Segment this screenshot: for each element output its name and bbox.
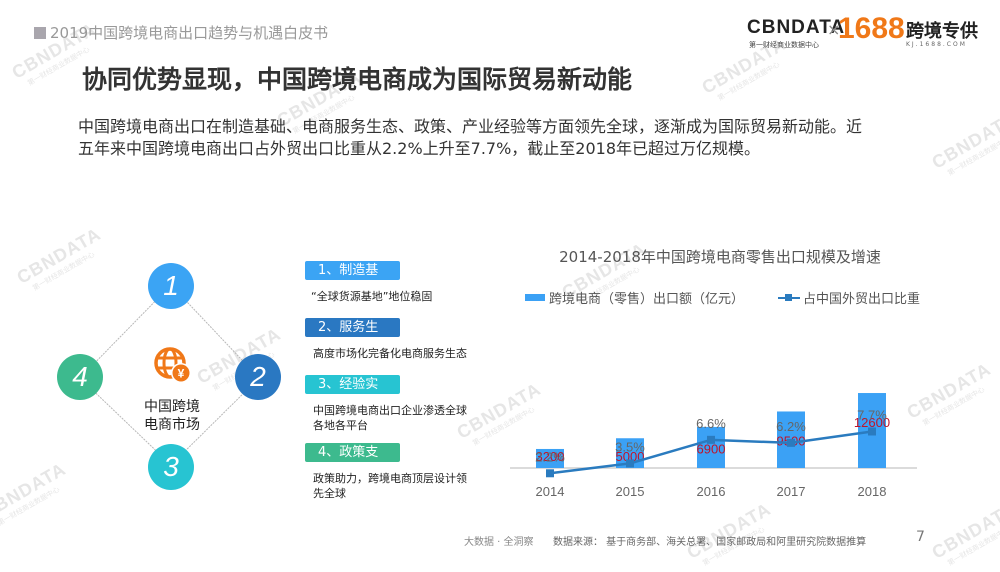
chart-title: 2014-2018年中国跨境电商零售出口规模及增速 <box>559 248 881 266</box>
legend-bar-swatch <box>525 294 545 301</box>
line-value-label: 2.2% <box>535 449 565 464</box>
intro-line-1: 中国跨境电商出口在制造基础、电商服务生态、政策、产业经验等方面领先全球，逐渐成为… <box>78 117 863 136</box>
report-title: 2019中国跨境电商出口趋势与机遇白皮书 <box>50 24 329 42</box>
x-tick-label: 2018 <box>858 484 887 499</box>
factor-1-badge: 1、制造基础 <box>305 261 400 297</box>
bar-value-label: 6900 <box>697 441 726 456</box>
node-3-circle: 3 <box>148 444 194 490</box>
line-marker <box>707 435 715 444</box>
header-square-icon <box>34 27 46 39</box>
x-tick-label: 2015 <box>616 484 645 499</box>
line-value-label: 3.5% <box>615 439 645 454</box>
bar-value-label: 3200 <box>536 449 565 464</box>
cbndata-logo-sub: 第一财经商业数据中心 <box>749 41 819 49</box>
x-tick-label: 2014 <box>536 484 565 499</box>
center-label-line-2: 电商市场 <box>144 417 200 433</box>
logo-1688: 1688 <box>838 12 905 45</box>
chart-plot: 320050006900950012600 2.2%3.5%6.6%6.2%7.… <box>510 393 917 499</box>
line-marker <box>626 459 634 468</box>
node-4-circle: 4 <box>57 354 103 400</box>
cbndata-logo: CBNDATA <box>747 17 846 38</box>
logo-separator: × <box>827 20 841 39</box>
x-tick-label: 2017 <box>777 484 806 499</box>
node-2-circle: 2 <box>235 354 281 400</box>
center-label-line-1: 中国跨境 <box>144 399 200 415</box>
bar <box>536 448 564 468</box>
factor-4-badge: 4、政策支持 <box>305 443 400 479</box>
x-tick-label: 2016 <box>697 484 726 499</box>
bar-value-label: 12600 <box>854 415 890 430</box>
intro-line-2: 五年来中国跨境电商出口占外贸出口比重从2.2%上升至7.7%，截止至2018年已… <box>78 139 761 158</box>
legend-line-swatch <box>778 293 801 301</box>
legend-bar-label: 跨境电商（零售）出口额（亿元） <box>549 292 745 307</box>
line-marker <box>787 438 795 447</box>
line-value-label: 6.2% <box>776 419 806 434</box>
line-series: 2.2% 3.5% 6.6% 6.2% 7.7% <box>535 407 887 478</box>
factor-4-desc: 政策助力，跨境电商顶层设计领先全球 <box>313 472 467 500</box>
node-1-circle: 1 <box>148 263 194 309</box>
factor-1-desc: “全球货源基地”地位稳固 <box>311 290 433 303</box>
globe-yuan-icon: ¥ <box>154 347 191 383</box>
factor-3-badge: 3、经验实力 <box>305 375 400 411</box>
svg-text:¥: ¥ <box>178 367 185 381</box>
factor-2-badge: 2、服务生态 <box>305 318 400 354</box>
line-value-label: 7.7% <box>857 407 887 422</box>
x-axis-ticks: 2014 2015 2016 2017 2018 <box>536 484 887 499</box>
footer-source: 数据来源： 基于商务部、海关总署、国家邮政局和阿里研究院数据推算 <box>553 537 867 548</box>
legend-line-label: 占中国外贸出口比重 <box>803 292 921 307</box>
kuajing-logo: 跨境专供 <box>906 21 978 42</box>
bar <box>697 426 725 468</box>
factor-2-desc: 高度市场化完备化电商服务生态 <box>313 347 467 360</box>
line-marker <box>868 427 876 436</box>
line-marker <box>546 469 554 478</box>
intro-paragraph: 中国跨境电商出口在制造基础、电商服务生态、政策、产业经验等方面领先全球，逐渐成为… <box>78 116 998 160</box>
page-number: 7 <box>916 529 925 545</box>
chart-legend: 跨境电商（零售）出口额（亿元） 占中国外贸出口比重 <box>525 288 920 307</box>
footer-tagline: 大数据 · 全洞察 <box>464 537 534 548</box>
kuajing-logo-sub: KJ.1688.COM <box>906 41 967 48</box>
center-label: 中国跨境 电商市场 <box>140 398 204 434</box>
factor-3-desc: 中国跨境电商出口企业渗透全球各地各平台 <box>313 404 467 432</box>
line-value-label: 6.6% <box>696 416 726 431</box>
page-title: 协同优势显现，中国跨境电商成为国际贸易新动能 <box>82 65 633 94</box>
